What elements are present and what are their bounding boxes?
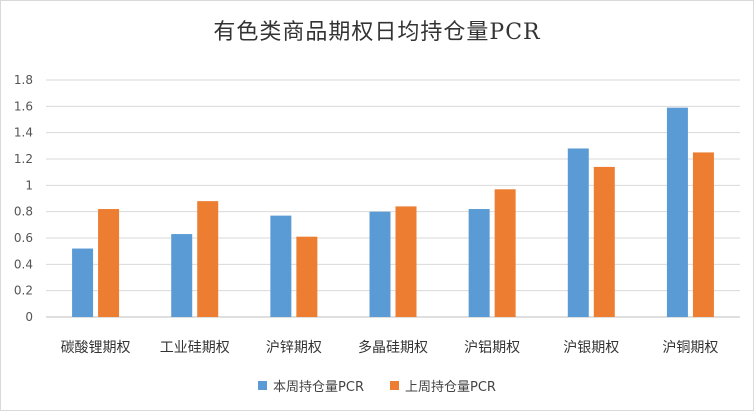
y-tick-label: 1.4 [14, 126, 33, 140]
bar-previous-2 [296, 236, 318, 317]
y-tick-label: 0 [25, 310, 33, 324]
y-tick-label: 0.8 [14, 205, 33, 219]
y-tick-label: 0.6 [14, 231, 33, 245]
x-category-label: 沪铝期权 [464, 340, 520, 356]
bar-current-0 [72, 248, 94, 317]
legend-swatch-current [258, 381, 268, 390]
legend: 本周持仓量PCR 上周持仓量PCR [0, 376, 754, 395]
bars [72, 107, 714, 318]
y-tick-label: 0.4 [14, 257, 33, 271]
x-category-label: 碳酸锂期权 [61, 340, 131, 356]
x-axis-categories: 碳酸锂期权 工业硅期权 沪锌期权 多晶硅期权 沪铝期权 沪银期权 沪铜期权 [61, 339, 719, 356]
x-category-label: 沪锌期权 [266, 340, 322, 356]
legend-item-previous: 上周持仓量PCR [390, 376, 496, 395]
gridlines [46, 79, 740, 318]
x-category-label: 工业硅期权 [160, 340, 230, 356]
y-axis-ticks: 0 0.2 0.4 0.6 0.8 1 1.2 1.4 1.6 1.8 [14, 73, 33, 324]
y-tick-label: 1.2 [14, 152, 33, 166]
bar-previous-5 [593, 166, 615, 317]
y-tick-label: 0.2 [14, 284, 33, 298]
bar-current-5 [567, 148, 589, 317]
y-tick-label: 1 [25, 178, 33, 192]
bar-current-3 [369, 211, 391, 317]
bar-previous-0 [98, 209, 120, 317]
legend-item-current: 本周持仓量PCR [258, 376, 364, 395]
bar-previous-1 [197, 201, 219, 317]
bar-current-6 [666, 107, 688, 318]
legend-swatch-previous [390, 381, 399, 390]
bar-previous-3 [395, 206, 417, 317]
x-category-label: 多晶硅期权 [358, 339, 428, 356]
y-tick-label: 1.6 [14, 99, 33, 113]
bar-current-1 [171, 234, 193, 317]
chart-title: 有色类商品期权日均持仓量PCR [213, 20, 541, 45]
x-category-label: 沪银期权 [563, 340, 619, 356]
x-category-label: 沪铜期权 [662, 340, 718, 356]
y-tick-label: 1.8 [14, 73, 33, 87]
bar-previous-4 [494, 189, 516, 317]
legend-label-previous: 上周持仓量PCR [405, 380, 496, 395]
bar-previous-6 [692, 152, 714, 317]
legend-label-current: 本周持仓量PCR [273, 380, 364, 395]
bar-current-4 [468, 209, 490, 317]
bar-current-2 [270, 215, 292, 317]
